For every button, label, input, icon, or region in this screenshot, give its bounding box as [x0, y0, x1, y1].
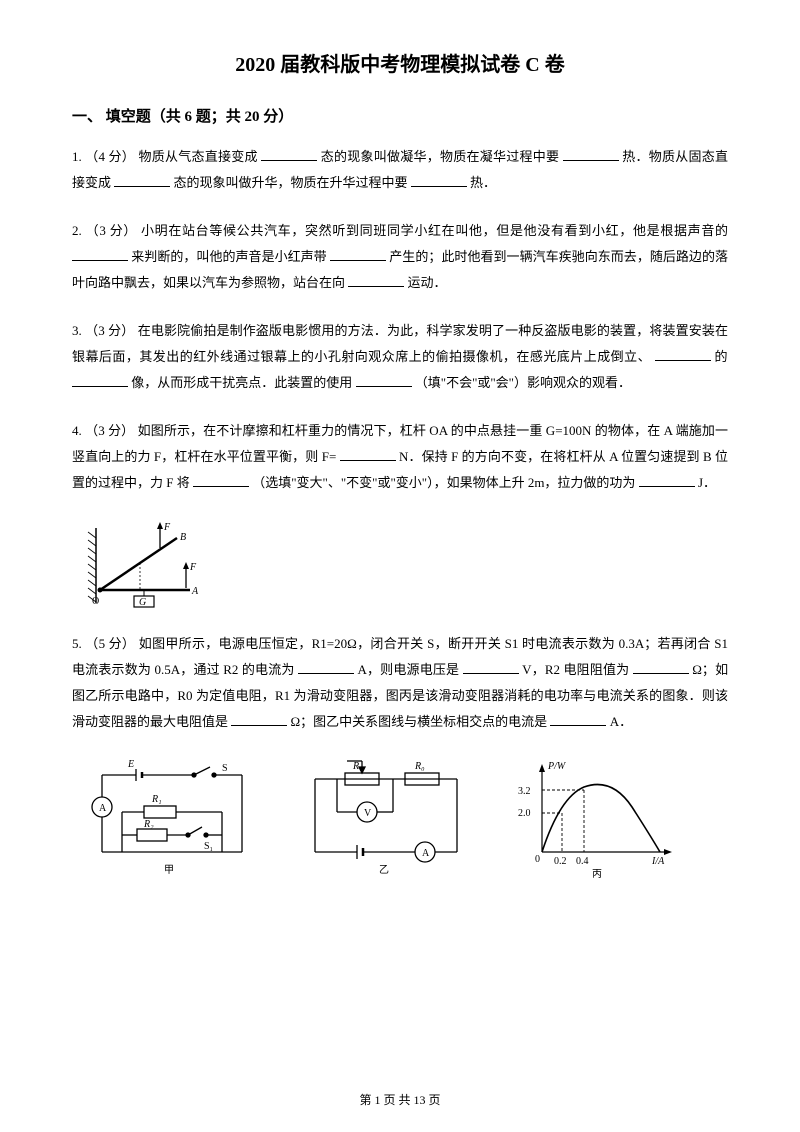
q5-figures: E S A R₁ R₂ S₁ 甲 [82, 757, 728, 882]
svg-text:B: B [180, 532, 186, 543]
q4-points: （3 分） [85, 423, 134, 438]
q1-a: 物质从气态直接变成 [139, 149, 258, 164]
footer-mid: 页 共 [383, 1093, 413, 1107]
svg-text:0.2: 0.2 [554, 856, 567, 867]
svg-text:S₁: S₁ [204, 841, 213, 852]
q2-num: 2. [72, 223, 86, 238]
q4-d: J． [698, 475, 716, 490]
svg-text:P/W: P/W [547, 761, 567, 772]
question-2: 2. （3 分） 小明在站台等候公共汽车，突然听到同班同学小红在叫他，但是他没有… [72, 218, 728, 296]
blank [639, 474, 695, 487]
q5-num: 5. [72, 636, 85, 651]
svg-text:E: E [127, 759, 134, 770]
svg-text:R₁: R₁ [352, 761, 363, 772]
svg-text:甲: 甲 [164, 865, 174, 876]
svg-text:R₂: R₂ [143, 819, 154, 830]
svg-text:0.4: 0.4 [576, 856, 589, 867]
q1-e: 热． [470, 175, 496, 190]
svg-text:F: F [189, 562, 197, 573]
blank [348, 274, 404, 287]
svg-text:2.0: 2.0 [518, 808, 531, 819]
blank [463, 661, 519, 674]
blank [655, 348, 711, 361]
q2-a: 小明在站台等候公共汽车，突然听到同班同学小红在叫他，但是他没有看到小红，他是根据… [141, 223, 728, 238]
blank [356, 374, 412, 387]
page-footer: 第 1 页 共 13 页 [0, 1091, 800, 1108]
footer-prefix: 第 [359, 1093, 374, 1107]
blank [330, 248, 386, 261]
footer-total: 13 [414, 1093, 426, 1107]
q3-a: 在电影院偷拍是制作盗版电影惯用的方法．为此，科学家发明了一种反盗版电影的装置，将… [72, 323, 728, 364]
question-1: 1. （4 分） 物质从气态直接变成 态的现象叫做凝华，物质在凝华过程中要 热．… [72, 144, 728, 196]
page-title: 2020 届教科版中考物理模拟试卷 C 卷 [72, 48, 728, 77]
svg-text:乙: 乙 [379, 864, 389, 876]
q1-points: （4 分） [85, 149, 135, 164]
blank [72, 248, 128, 261]
q3-d: （填"不会"或"会"）影响观众的观看． [415, 375, 631, 390]
q5-f: A． [610, 714, 632, 729]
question-3: 3. （3 分） 在电影院偷拍是制作盗版电影惯用的方法．为此，科学家发明了一种反… [72, 318, 728, 396]
blank [231, 713, 287, 726]
blank [261, 148, 317, 161]
svg-text:G: G [139, 597, 146, 608]
blank [411, 174, 467, 187]
blank [633, 661, 689, 674]
blank [114, 174, 170, 187]
q3-c: 像，从而形成干扰亮点．此装置的使用 [131, 375, 355, 390]
svg-text:S: S [222, 763, 228, 774]
q4-figure: O A B F F G [82, 518, 728, 613]
svg-text:I/A: I/A [651, 856, 665, 867]
q1-num: 1. [72, 149, 85, 164]
q3-num: 3. [72, 323, 85, 338]
question-5: 5. （5 分） 如图甲所示，电源电压恒定，R1=20Ω，闭合开关 S，断开开关… [72, 631, 728, 735]
q3-b: 的 [715, 349, 728, 364]
q1-d: 态的现象叫做升华，物质在升华过程中要 [174, 175, 408, 190]
svg-text:O: O [92, 596, 99, 607]
svg-text:A: A [191, 586, 199, 597]
q4-num: 4. [72, 423, 85, 438]
section-heading: 一、 填空题（共 6 题；共 20 分） [72, 105, 728, 126]
q2-b: 来判断的，叫他的声音是小红声带 [131, 249, 326, 264]
blank [193, 474, 249, 487]
q1-b: 态的现象叫做凝华，物质在凝华过程中要 [321, 149, 559, 164]
q5-points: （5 分） [85, 636, 135, 651]
svg-text:丙: 丙 [592, 869, 602, 880]
q2-points: （3 分） [86, 223, 137, 238]
circuit-yi: R₁ R₀ V A 乙 [297, 757, 472, 882]
blank [340, 448, 396, 461]
svg-text:F: F [163, 522, 171, 533]
svg-text:V: V [364, 808, 372, 819]
q3-points: （3 分） [85, 323, 134, 338]
footer-suffix: 页 [429, 1093, 441, 1107]
q5-e: Ω；图乙中关系图线与横坐标相交点的电流是 [291, 714, 548, 729]
q5-c: V，R2 电阻阻值为 [522, 662, 629, 677]
svg-text:R₀: R₀ [414, 761, 425, 772]
circuit-jia: E S A R₁ R₂ S₁ 甲 [82, 757, 257, 882]
svg-text:R₁: R₁ [151, 794, 162, 805]
svg-text:3.2: 3.2 [518, 786, 531, 797]
q2-d: 运动． [408, 275, 447, 290]
question-4: 4. （3 分） 如图所示，在不计摩擦和杠杆重力的情况下，杠杆 OA 的中点悬挂… [72, 418, 728, 496]
blank [563, 148, 619, 161]
svg-text:A: A [99, 803, 107, 814]
q5-b: A，则电源电压是 [357, 662, 459, 677]
blank [550, 713, 606, 726]
blank [72, 374, 128, 387]
svg-text:A: A [422, 848, 430, 859]
chart-bing: 3.2 2.0 0.2 0.4 0 P/W I/A 丙 [512, 757, 682, 882]
svg-text:0: 0 [535, 854, 540, 865]
footer-page: 1 [374, 1093, 380, 1107]
q4-c: （选填"变大"、"不变"或"变小"），如果物体上升 2m，拉力做的功为 [252, 475, 635, 490]
blank [298, 661, 354, 674]
